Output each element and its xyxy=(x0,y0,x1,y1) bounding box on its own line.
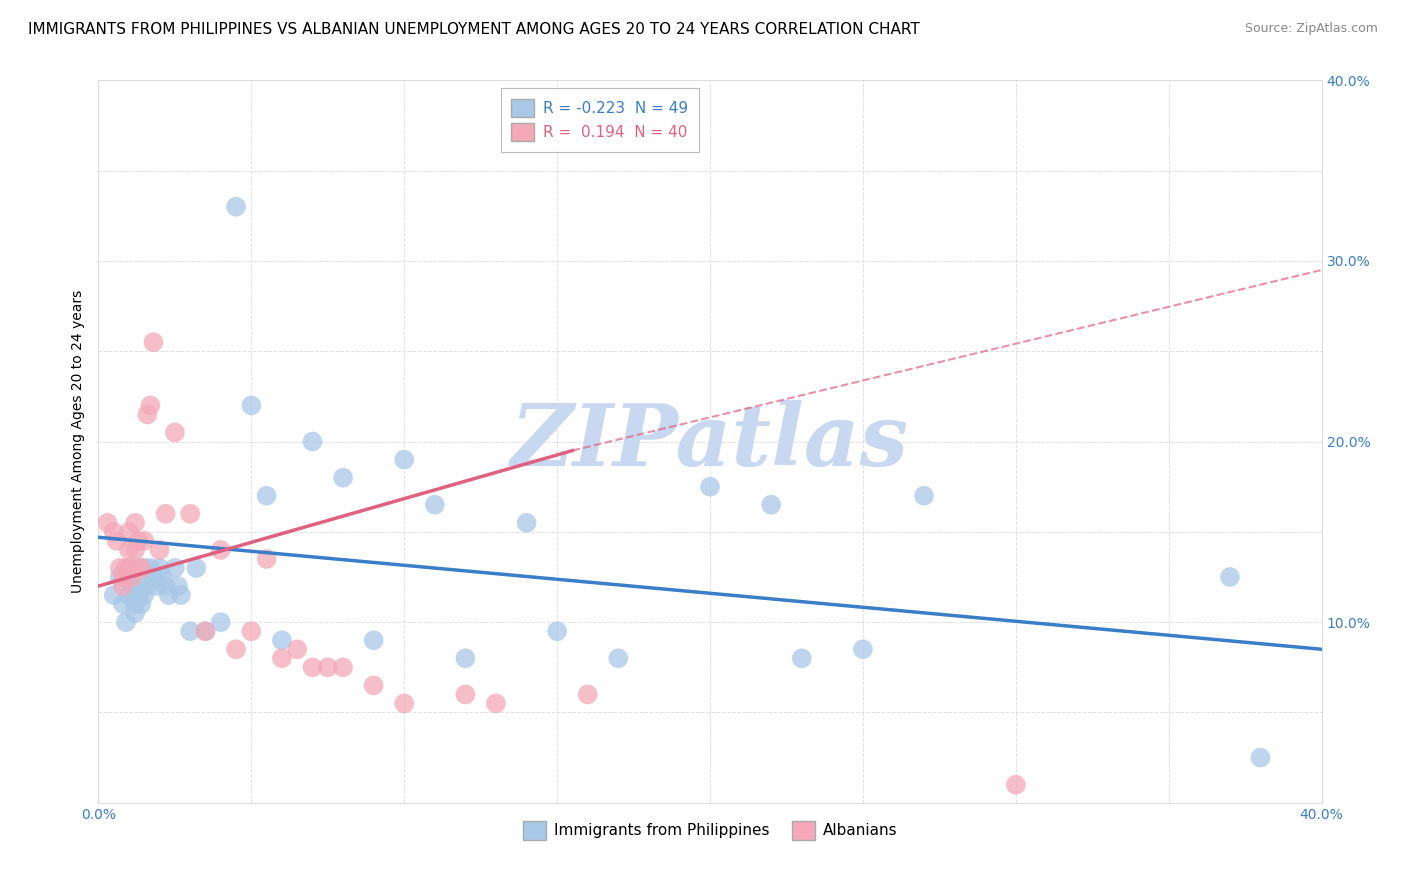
Point xyxy=(111,570,134,584)
Point xyxy=(121,570,143,584)
Point xyxy=(607,651,630,665)
Point xyxy=(240,398,263,412)
Point xyxy=(149,542,172,557)
Point xyxy=(194,624,217,639)
Point xyxy=(1004,778,1026,792)
Point xyxy=(301,434,323,449)
Point xyxy=(576,687,599,701)
Point xyxy=(134,561,156,575)
Point xyxy=(139,561,162,575)
Point xyxy=(179,507,201,521)
Point xyxy=(516,516,538,530)
Text: ZIPatlas: ZIPatlas xyxy=(510,400,910,483)
Point xyxy=(136,408,159,422)
Point xyxy=(852,642,875,657)
Point xyxy=(454,651,477,665)
Point xyxy=(163,561,186,575)
Point xyxy=(118,561,141,575)
Point xyxy=(97,516,120,530)
Point xyxy=(124,606,146,620)
Point xyxy=(912,489,935,503)
Point xyxy=(105,533,128,548)
Point xyxy=(136,579,159,593)
Point xyxy=(209,542,232,557)
Point xyxy=(316,660,339,674)
Point xyxy=(485,697,508,711)
Point xyxy=(127,533,149,548)
Point xyxy=(111,579,134,593)
Point xyxy=(134,533,156,548)
Point xyxy=(225,200,247,214)
Point xyxy=(111,597,134,611)
Point xyxy=(546,624,568,639)
Point xyxy=(115,561,138,575)
Point xyxy=(392,452,416,467)
Point xyxy=(121,579,143,593)
Point xyxy=(332,660,354,674)
Point xyxy=(108,561,131,575)
Point xyxy=(225,642,247,657)
Point xyxy=(332,471,354,485)
Point xyxy=(790,651,813,665)
Point xyxy=(134,588,156,602)
Point xyxy=(270,651,292,665)
Text: IMMIGRANTS FROM PHILIPPINES VS ALBANIAN UNEMPLOYMENT AMONG AGES 20 TO 24 YEARS C: IMMIGRANTS FROM PHILIPPINES VS ALBANIAN … xyxy=(28,22,920,37)
Point xyxy=(127,579,149,593)
Point xyxy=(155,507,177,521)
Legend: Immigrants from Philippines, Albanians: Immigrants from Philippines, Albanians xyxy=(517,815,903,846)
Point xyxy=(127,588,149,602)
Point xyxy=(423,498,446,512)
Point xyxy=(186,561,208,575)
Point xyxy=(170,588,193,602)
Point xyxy=(115,615,138,630)
Point xyxy=(139,398,162,412)
Point xyxy=(759,498,782,512)
Point xyxy=(392,697,416,711)
Point xyxy=(103,524,125,539)
Point xyxy=(699,480,721,494)
Point xyxy=(163,425,186,440)
Point xyxy=(145,579,167,593)
Point xyxy=(129,561,152,575)
Point xyxy=(127,561,149,575)
Point xyxy=(1219,570,1241,584)
Point xyxy=(108,570,131,584)
Point xyxy=(285,642,308,657)
Point xyxy=(240,624,263,639)
Point xyxy=(256,552,278,566)
Point xyxy=(270,633,292,648)
Point xyxy=(256,489,278,503)
Point xyxy=(1249,750,1271,764)
Point xyxy=(124,542,146,557)
Point xyxy=(301,660,323,674)
Point xyxy=(118,588,141,602)
Point xyxy=(155,579,177,593)
Point xyxy=(124,516,146,530)
Point xyxy=(129,597,152,611)
Point xyxy=(454,687,477,701)
Point xyxy=(103,588,125,602)
Point xyxy=(179,624,201,639)
Point xyxy=(167,579,190,593)
Point xyxy=(149,561,172,575)
Point xyxy=(209,615,232,630)
Point xyxy=(142,335,165,350)
Point xyxy=(194,624,217,639)
Text: Source: ZipAtlas.com: Source: ZipAtlas.com xyxy=(1244,22,1378,36)
Point xyxy=(152,570,174,584)
Point xyxy=(118,542,141,557)
Point xyxy=(118,524,141,539)
Point xyxy=(118,561,141,575)
Point xyxy=(157,588,180,602)
Point xyxy=(363,633,385,648)
Point xyxy=(142,570,165,584)
Point xyxy=(363,678,385,692)
Point xyxy=(124,597,146,611)
Y-axis label: Unemployment Among Ages 20 to 24 years: Unemployment Among Ages 20 to 24 years xyxy=(70,290,84,593)
